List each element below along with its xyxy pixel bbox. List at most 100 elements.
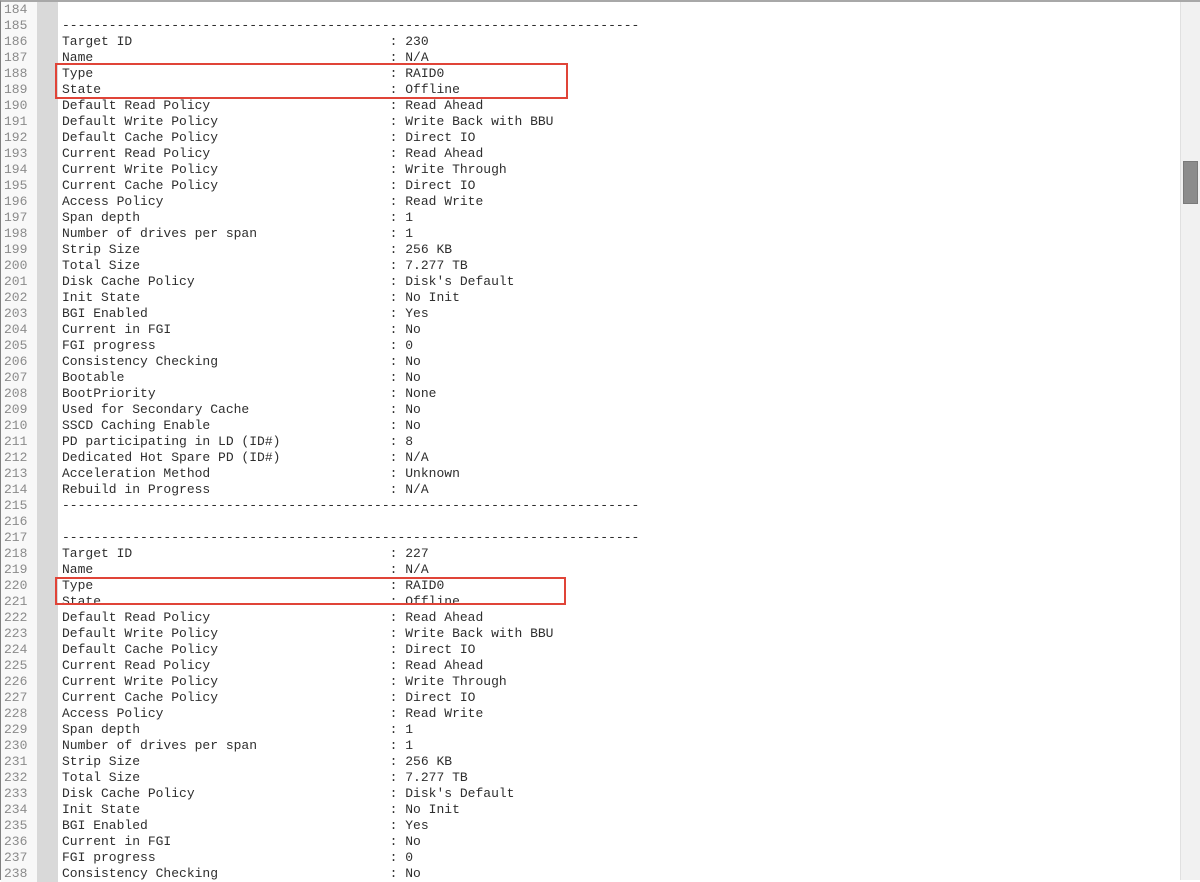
code-line[interactable]: 188 Type : RAID0 [1,66,1200,82]
line-number: 198 [1,226,37,242]
code-line[interactable]: 208 BootPriority : None [1,386,1200,402]
code-line[interactable]: 215 -------------------------------------… [1,498,1200,514]
line-number: 200 [1,258,37,274]
code-line[interactable]: 184 [1,2,1200,18]
code-line[interactable]: 197 Span depth : 1 [1,210,1200,226]
line-number: 225 [1,658,37,674]
code-line[interactable]: 187 Name : N/A [1,50,1200,66]
line-text: Acceleration Method : Unknown [62,466,460,481]
fold-margin [37,354,58,370]
code-line[interactable]: 237 FGI progress : 0 [1,850,1200,866]
vertical-scrollbar[interactable] [1180,2,1200,880]
code-line[interactable]: 205 FGI progress : 0 [1,338,1200,354]
code-line[interactable]: 220 Type : RAID0 [1,578,1200,594]
code-line[interactable]: 229 Span depth : 1 [1,722,1200,738]
code-line[interactable]: 212 Dedicated Hot Spare PD (ID#) : N/A [1,450,1200,466]
code-line[interactable]: 216 [1,514,1200,530]
code-line[interactable]: 232 Total Size : 7.277 TB [1,770,1200,786]
code-line[interactable]: 200 Total Size : 7.277 TB [1,258,1200,274]
code-line[interactable]: 221 State : Offline [1,594,1200,610]
line-number: 219 [1,562,37,578]
fold-margin [37,50,58,66]
line-text: State : Offline [62,82,460,97]
code-line[interactable]: 226 Current Write Policy : Write Through [1,674,1200,690]
line-number: 231 [1,754,37,770]
fold-margin [37,530,58,546]
fold-margin [37,850,58,866]
code-line[interactable]: 191 Default Write Policy : Write Back wit… [1,114,1200,130]
line-number: 213 [1,466,37,482]
line-text: Number of drives per span : 1 [62,738,414,753]
code-line[interactable]: 233 Disk Cache Policy : Disk's Default [1,786,1200,802]
code-line[interactable]: 222 Default Read Policy : Read Ahead [1,610,1200,626]
fold-margin [37,386,58,402]
code-line[interactable]: 225 Current Read Policy : Read Ahead [1,658,1200,674]
code-line[interactable]: 224 Default Cache Policy : Direct IO [1,642,1200,658]
fold-margin [37,866,58,882]
fold-margin [37,114,58,130]
fold-margin [37,834,58,850]
code-line[interactable]: 201 Disk Cache Policy : Disk's Default [1,274,1200,290]
fold-margin [37,418,58,434]
code-line[interactable]: 234 Init State : No Init [1,802,1200,818]
line-number: 229 [1,722,37,738]
code-line[interactable]: 207 Bootable : No [1,370,1200,386]
code-line[interactable]: 214 Rebuild in Progress : N/A [1,482,1200,498]
code-line[interactable]: 238 Consistency Checking : No [1,866,1200,882]
code-line[interactable]: 194 Current Write Policy : Write Through [1,162,1200,178]
code-line[interactable]: 196 Access Policy : Read Write [1,194,1200,210]
line-number: 209 [1,402,37,418]
code-line[interactable]: 211 PD participating in LD (ID#) : 8 [1,434,1200,450]
line-text: Access Policy : Read Write [62,194,484,209]
line-number: 207 [1,370,37,386]
line-text: Current Write Policy : Write Through [62,162,507,177]
line-number: 236 [1,834,37,850]
scrollbar-thumb[interactable] [1183,161,1198,204]
fold-margin [37,674,58,690]
code-line[interactable]: 198 Number of drives per span : 1 [1,226,1200,242]
code-line[interactable]: 218 Target ID : 227 [1,546,1200,562]
line-number: 224 [1,642,37,658]
code-line[interactable]: 186 Target ID : 230 [1,34,1200,50]
line-number: 208 [1,386,37,402]
code-line[interactable]: 190 Default Read Policy : Read Ahead [1,98,1200,114]
code-line[interactable]: 202 Init State : No Init [1,290,1200,306]
line-number: 210 [1,418,37,434]
code-line[interactable]: 206 Consistency Checking : No [1,354,1200,370]
fold-margin [37,194,58,210]
code-line[interactable]: 195 Current Cache Policy : Direct IO [1,178,1200,194]
code-line[interactable]: 192 Default Cache Policy : Direct IO [1,130,1200,146]
fold-margin [37,594,58,610]
code-line[interactable]: 213 Acceleration Method : Unknown [1,466,1200,482]
code-line[interactable]: 223 Default Write Policy : Write Back wit… [1,626,1200,642]
code-line[interactable]: 185 -------------------------------------… [1,18,1200,34]
fold-margin [37,18,58,34]
code-line[interactable]: 210 SSCD Caching Enable : No [1,418,1200,434]
code-line[interactable]: 235 BGI Enabled : Yes [1,818,1200,834]
code-line[interactable]: 204 Current in FGI : No [1,322,1200,338]
fold-margin [37,146,58,162]
line-number: 221 [1,594,37,610]
code-line[interactable]: 228 Access Policy : Read Write [1,706,1200,722]
code-line[interactable]: 217 -------------------------------------… [1,530,1200,546]
code-line[interactable]: 203 BGI Enabled : Yes [1,306,1200,322]
line-text: Consistency Checking : No [62,866,421,881]
line-number: 190 [1,98,37,114]
line-text: Strip Size : 256 KB [62,754,453,769]
line-text: Current Read Policy : Read Ahead [62,146,484,161]
fold-margin [37,306,58,322]
code-line[interactable]: 230 Number of drives per span : 1 [1,738,1200,754]
line-text: BGI Enabled : Yes [62,306,429,321]
code-line[interactable]: 231 Strip Size : 256 KB [1,754,1200,770]
code-line[interactable]: 236 Current in FGI : No [1,834,1200,850]
line-number: 233 [1,786,37,802]
code-line[interactable]: 199 Strip Size : 256 KB [1,242,1200,258]
line-text: State : Offline [62,594,460,609]
code-line[interactable]: 219 Name : N/A [1,562,1200,578]
code-line[interactable]: 227 Current Cache Policy : Direct IO [1,690,1200,706]
line-text: FGI progress : 0 [62,338,414,353]
code-line[interactable]: 193 Current Read Policy : Read Ahead [1,146,1200,162]
code-line[interactable]: 209 Used for Secondary Cache : No [1,402,1200,418]
fold-margin [37,2,58,18]
code-line[interactable]: 189 State : Offline [1,82,1200,98]
